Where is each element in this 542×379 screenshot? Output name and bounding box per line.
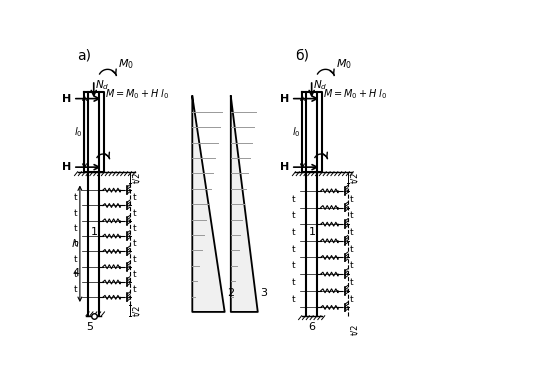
Text: 5: 5 — [86, 322, 93, 332]
Text: 1: 1 — [91, 227, 98, 237]
Text: t: t — [132, 255, 136, 263]
Text: t: t — [132, 193, 136, 202]
Text: $M=M_0+H\ l_0$: $M=M_0+H\ l_0$ — [105, 87, 170, 101]
Text: t: t — [292, 228, 295, 237]
Text: t: t — [74, 255, 78, 263]
Text: H: H — [62, 162, 72, 172]
Text: H: H — [280, 94, 289, 103]
Text: t: t — [132, 270, 136, 279]
Text: $l_0$: $l_0$ — [74, 125, 83, 139]
Text: t: t — [350, 278, 354, 287]
Text: t: t — [74, 270, 78, 279]
Text: $l_0$: $l_0$ — [292, 125, 301, 139]
Text: t: t — [74, 224, 78, 233]
Text: $N_d$: $N_d$ — [95, 78, 109, 92]
Text: t: t — [292, 261, 295, 270]
Text: t: t — [74, 209, 78, 218]
Text: t: t — [74, 193, 78, 202]
Text: t/2: t/2 — [132, 305, 141, 316]
Text: 1: 1 — [309, 227, 316, 237]
Polygon shape — [231, 96, 258, 312]
Text: t: t — [350, 211, 354, 220]
Text: $N_d$: $N_d$ — [313, 78, 327, 92]
Text: $M_0$: $M_0$ — [118, 57, 134, 71]
Text: t: t — [132, 285, 136, 294]
Text: t: t — [350, 228, 354, 237]
Text: t/2: t/2 — [350, 323, 359, 335]
Text: t: t — [132, 239, 136, 248]
Text: t: t — [350, 195, 354, 204]
Text: t: t — [132, 209, 136, 218]
Text: t: t — [74, 239, 78, 248]
Text: $M=M_0+H\ l_0$: $M=M_0+H\ l_0$ — [323, 87, 388, 101]
Text: H: H — [62, 94, 72, 103]
Text: $M_0$: $M_0$ — [336, 57, 352, 71]
Text: 3: 3 — [260, 288, 267, 298]
Text: t: t — [132, 224, 136, 233]
Text: t: t — [292, 195, 295, 204]
Text: б): б) — [295, 49, 309, 63]
Text: t/2: t/2 — [132, 171, 141, 183]
Text: 6: 6 — [308, 322, 315, 332]
Text: t: t — [292, 211, 295, 220]
Polygon shape — [192, 96, 224, 312]
Text: t: t — [74, 285, 78, 294]
Text: t: t — [292, 294, 295, 304]
Text: a): a) — [77, 49, 91, 63]
Text: t: t — [350, 261, 354, 270]
Text: h: h — [72, 239, 79, 249]
Text: t: t — [350, 294, 354, 304]
Text: t/2: t/2 — [350, 171, 359, 183]
Text: H: H — [280, 162, 289, 172]
Text: 4: 4 — [72, 268, 79, 279]
Text: t: t — [350, 245, 354, 254]
Text: t: t — [292, 278, 295, 287]
Text: t: t — [292, 245, 295, 254]
Text: 2: 2 — [227, 288, 234, 298]
